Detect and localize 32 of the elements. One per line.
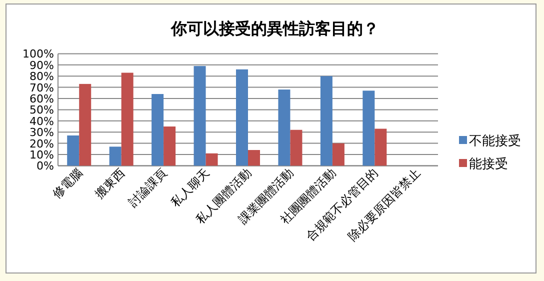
bar <box>248 150 260 166</box>
bar <box>164 126 176 166</box>
bar <box>374 128 387 166</box>
bar <box>320 76 332 166</box>
bar <box>109 146 122 166</box>
legend-label: 能接受 <box>469 157 508 172</box>
y-tick-label: 80% <box>30 70 54 84</box>
bar <box>152 94 164 166</box>
legend-label: 不能接受 <box>469 134 521 149</box>
y-tick-label: 10% <box>30 148 54 162</box>
bar <box>278 90 290 166</box>
y-tick-label: 70% <box>30 81 54 94</box>
bar <box>290 130 302 166</box>
bar <box>332 143 344 166</box>
bar <box>236 69 248 166</box>
y-tick-label: 90% <box>30 58 54 72</box>
y-tick-label: 100% <box>22 48 54 61</box>
bar <box>67 135 80 166</box>
bar <box>362 90 375 166</box>
y-tick-label: 20% <box>30 137 54 150</box>
y-tick-label: 50% <box>30 104 54 117</box>
y-tick-label: 40% <box>30 114 54 128</box>
bar <box>121 72 134 166</box>
y-tick-label: 60% <box>30 92 54 106</box>
chart-title: 你可以接受的異性訪客目的？ <box>170 19 379 38</box>
x-tick-label: 討論課頁 <box>126 166 170 210</box>
bar <box>206 153 218 166</box>
y-tick-label: 0% <box>36 160 54 173</box>
y-tick-label: 30% <box>30 126 54 140</box>
x-tick-label: 搬東西 <box>92 166 128 202</box>
bar <box>194 66 206 166</box>
bar <box>79 84 92 166</box>
